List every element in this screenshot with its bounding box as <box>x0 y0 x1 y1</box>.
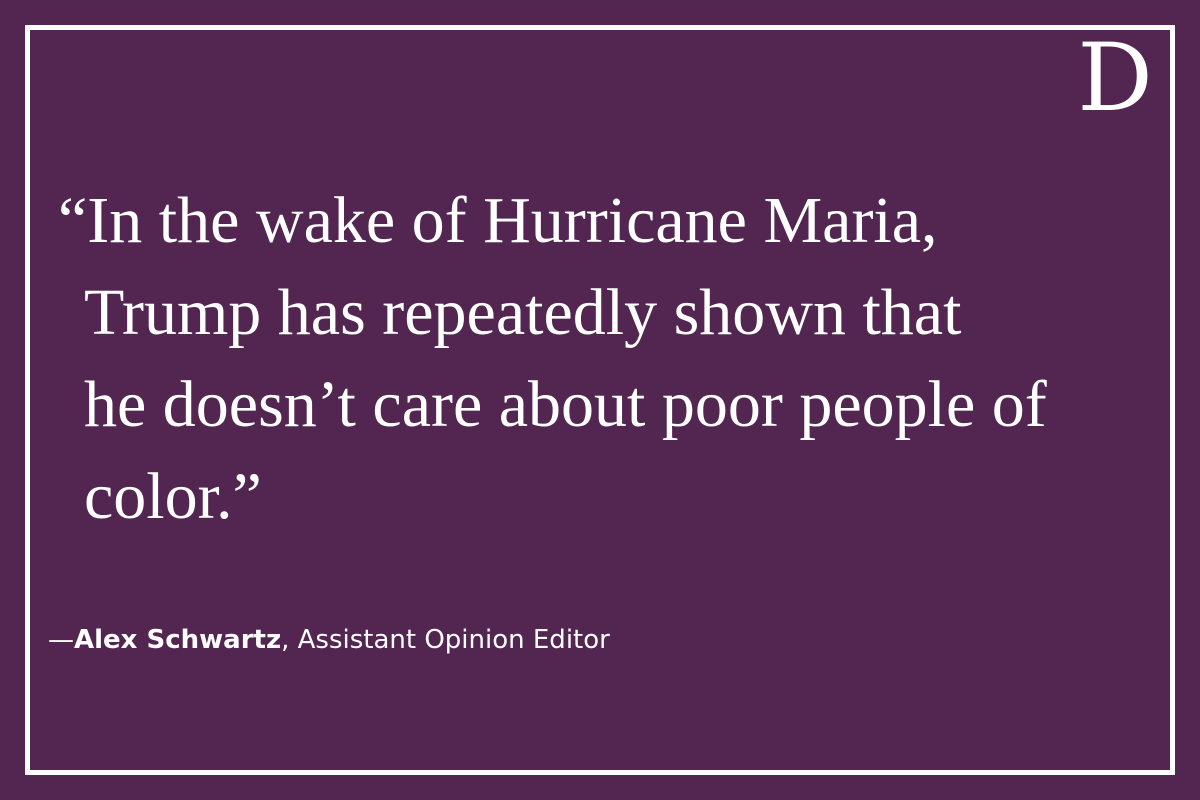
publication-logo: D <box>1077 24 1153 133</box>
quote-line: Trump has repeatedly shown that <box>84 276 962 349</box>
attribution-separator: , <box>281 625 290 655</box>
quote-attribution: —Alex Schwartz, Assistant Opinion Editor <box>48 622 610 658</box>
quote-line: he doesn’t care about poor people of <box>84 368 1047 441</box>
attribution-dash: — <box>48 625 74 655</box>
quote-line: “In the wake of Hurricane Maria, <box>58 184 938 257</box>
card-border-frame <box>25 25 1175 775</box>
author-name: Alex Schwartz <box>74 625 282 655</box>
author-title: Assistant Opinion Editor <box>289 625 610 655</box>
pull-quote: “In the wake of Hurricane Maria, Trump h… <box>58 175 1114 533</box>
quote-line: color.” <box>84 460 262 533</box>
